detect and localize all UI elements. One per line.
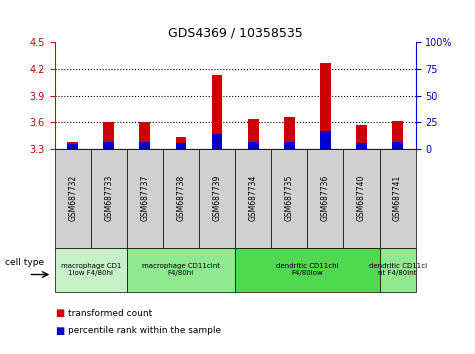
Text: GSM687732: GSM687732 [68, 175, 77, 221]
Text: GSM687737: GSM687737 [141, 175, 149, 222]
Bar [67, 144, 78, 149]
Bar [104, 122, 114, 149]
Text: GSM687741: GSM687741 [393, 175, 402, 221]
Text: percentile rank within the sample: percentile rank within the sample [68, 326, 221, 336]
Bar [320, 131, 331, 149]
Text: transformed count: transformed count [68, 309, 152, 318]
Bar [356, 143, 367, 149]
Bar [248, 119, 258, 149]
Text: GSM687740: GSM687740 [357, 175, 366, 222]
Title: GDS4369 / 10358535: GDS4369 / 10358535 [168, 27, 303, 40]
Text: GSM687736: GSM687736 [321, 175, 330, 222]
Bar [248, 142, 258, 149]
Text: dendritic CD11chi
F4/80low: dendritic CD11chi F4/80low [276, 263, 339, 276]
Text: ■: ■ [55, 326, 64, 336]
Bar [140, 142, 150, 149]
Text: GSM687738: GSM687738 [177, 175, 185, 221]
Text: macrophage CD1
1low F4/80hi: macrophage CD1 1low F4/80hi [60, 263, 121, 276]
Text: GSM687734: GSM687734 [249, 175, 257, 222]
Bar [392, 121, 403, 149]
Text: GSM687733: GSM687733 [104, 175, 113, 222]
Text: GSM687739: GSM687739 [213, 175, 221, 222]
Text: GSM687735: GSM687735 [285, 175, 294, 222]
Bar [284, 142, 294, 149]
Text: macrophage CD11cint
F4/80hi: macrophage CD11cint F4/80hi [142, 263, 220, 276]
Bar [104, 142, 114, 149]
Text: ■: ■ [55, 308, 64, 318]
Bar [176, 137, 186, 149]
Bar [67, 142, 78, 149]
Bar [284, 117, 294, 149]
Text: dendritic CD11ci
nt F4/80int: dendritic CD11ci nt F4/80int [369, 263, 427, 276]
Text: cell type: cell type [5, 258, 44, 267]
Bar [392, 142, 403, 149]
Bar [356, 125, 367, 149]
Bar [140, 122, 150, 149]
Bar [176, 143, 186, 149]
Bar [212, 75, 222, 149]
Bar [212, 134, 222, 149]
Bar [320, 63, 331, 149]
